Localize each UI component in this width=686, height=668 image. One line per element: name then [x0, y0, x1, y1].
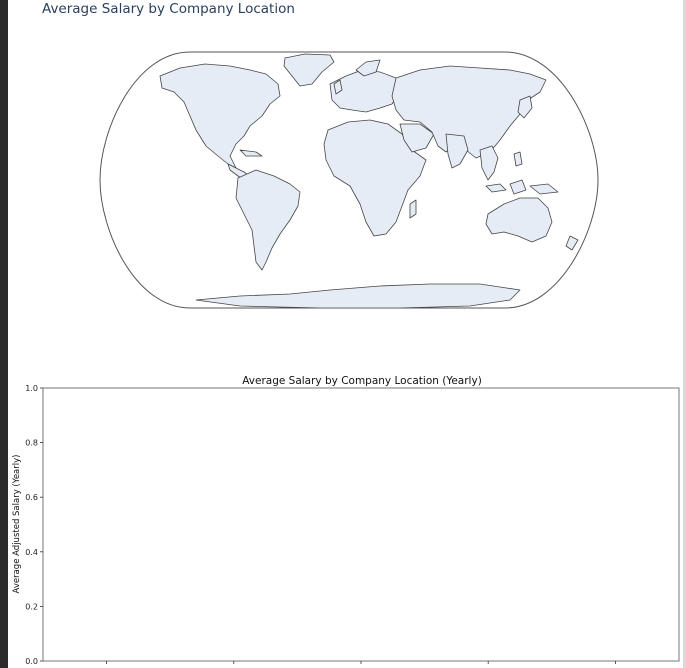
plot-area: [42, 387, 680, 662]
land-japan: [517, 95, 533, 119]
y-tick-label: 0.8: [25, 439, 38, 448]
land-north-america: [159, 63, 281, 169]
y-axis-label: Average Adjusted Salary (Yearly): [12, 455, 22, 594]
land-greenland: [283, 53, 335, 87]
land-antarctica: [195, 283, 521, 308]
left-scrollbar-strip: [0, 0, 8, 668]
bar-chart: Average Salary by Company Location (Year…: [12, 375, 680, 666]
land-south-america: [235, 169, 301, 271]
land-uk: [333, 79, 343, 95]
land-asia: [391, 65, 547, 159]
x-axis-ticks: [106, 661, 616, 664]
land-arabia: [399, 123, 435, 153]
world-map[interactable]: [99, 51, 599, 309]
y-tick-label: 0.6: [25, 493, 38, 502]
land-philippines: [513, 151, 523, 167]
land-madagascar: [409, 199, 417, 219]
map-title: Average Salary by Company Location: [42, 1, 295, 17]
bar-chart-title: Average Salary by Company Location (Year…: [242, 375, 482, 387]
land-indonesia-2: [509, 179, 527, 195]
right-scrollbar-strip[interactable]: [683, 0, 686, 668]
y-tick-label: 0.4: [25, 548, 38, 557]
land-indonesia-1: [485, 183, 507, 193]
land-layer: [159, 53, 579, 308]
land-africa: [323, 119, 427, 237]
land-caribbean: [239, 149, 263, 157]
y-tick-label: 0.2: [25, 602, 38, 611]
land-india: [445, 133, 469, 169]
y-axis-ticks: 0.0 0.2 0.4 0.6 0.8 1.0: [25, 384, 43, 666]
land-australia: [485, 197, 553, 243]
y-tick-label: 0.0: [25, 657, 38, 666]
y-tick-label: 1.0: [25, 384, 38, 393]
land-indonesia-3: [529, 183, 559, 195]
land-scandinavia: [355, 59, 381, 77]
land-new-zealand: [565, 235, 579, 251]
land-se-asia: [479, 145, 499, 181]
